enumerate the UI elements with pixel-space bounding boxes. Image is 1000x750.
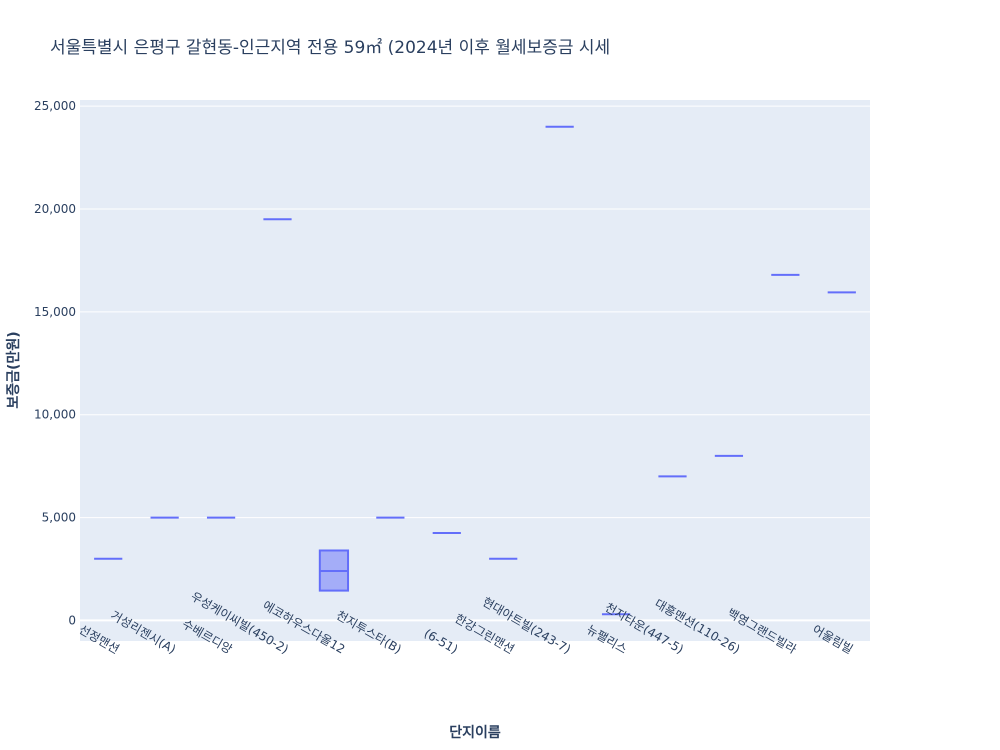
- y-tick-label: 15,000: [34, 305, 76, 319]
- y-axis-title: 보증금(만원): [6, 331, 22, 408]
- plot-area: [80, 100, 870, 641]
- y-tick-label: 5,000: [42, 511, 76, 525]
- grid-lines: [80, 105, 870, 622]
- chart-title: 서울특별시 은평구 갈현동-인근지역 전용 59㎡ (2024년 이후 월세보증…: [50, 38, 611, 58]
- y-tick-label: 25,000: [34, 99, 76, 113]
- y-axis-ticks: 0 5,000 10,000 15,000 20,000 25,000: [34, 99, 76, 627]
- x-axis-title: 단지이름: [449, 724, 501, 741]
- box-4[interactable]: [318, 549, 350, 592]
- y-tick-label: 0: [68, 613, 76, 627]
- y-tick-label: 10,000: [34, 408, 76, 422]
- box-series: [94, 125, 856, 616]
- y-tick-label: 20,000: [34, 202, 76, 216]
